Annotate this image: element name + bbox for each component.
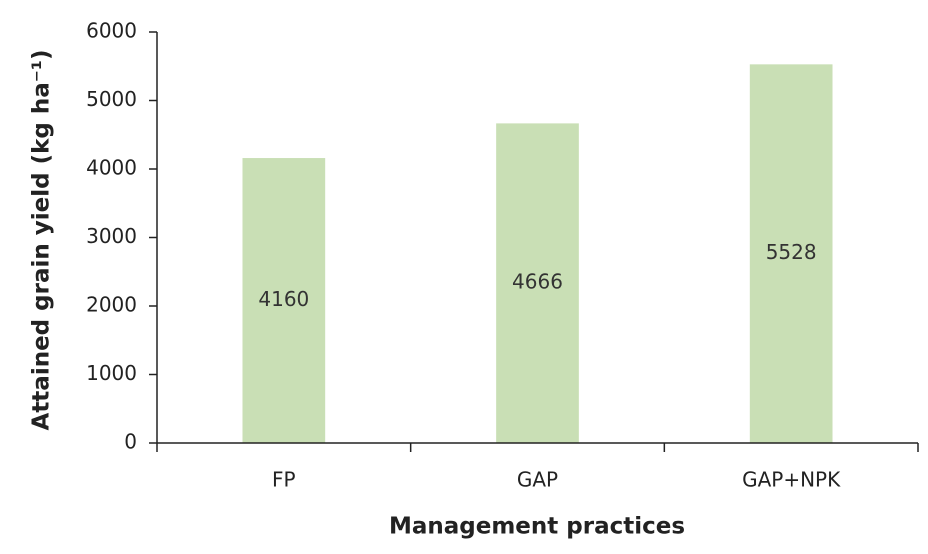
value-label: 5528 [766, 240, 817, 264]
x-tick-label: GAP+NPK [742, 468, 841, 492]
bar [242, 158, 326, 444]
y-axis-title: Attained grain yield (kg ha⁻¹) [29, 50, 55, 431]
bar [496, 123, 579, 443]
x-tick-label: FP [272, 468, 296, 492]
y-tick-label: 1000 [86, 361, 137, 385]
value-label: 4160 [258, 287, 309, 311]
y-tick-label: 2000 [86, 293, 137, 317]
x-tick-label: GAP [517, 468, 558, 492]
y-tick-label: 4000 [86, 156, 137, 180]
x-axis-title: Management practices [389, 514, 685, 540]
y-tick-label: 5000 [86, 87, 137, 111]
value-label: 4666 [512, 270, 563, 294]
y-tick-label: 3000 [86, 224, 137, 248]
bar [749, 64, 833, 443]
y-tick-label: 6000 [86, 19, 137, 43]
y-tick-label: 0 [124, 430, 137, 454]
